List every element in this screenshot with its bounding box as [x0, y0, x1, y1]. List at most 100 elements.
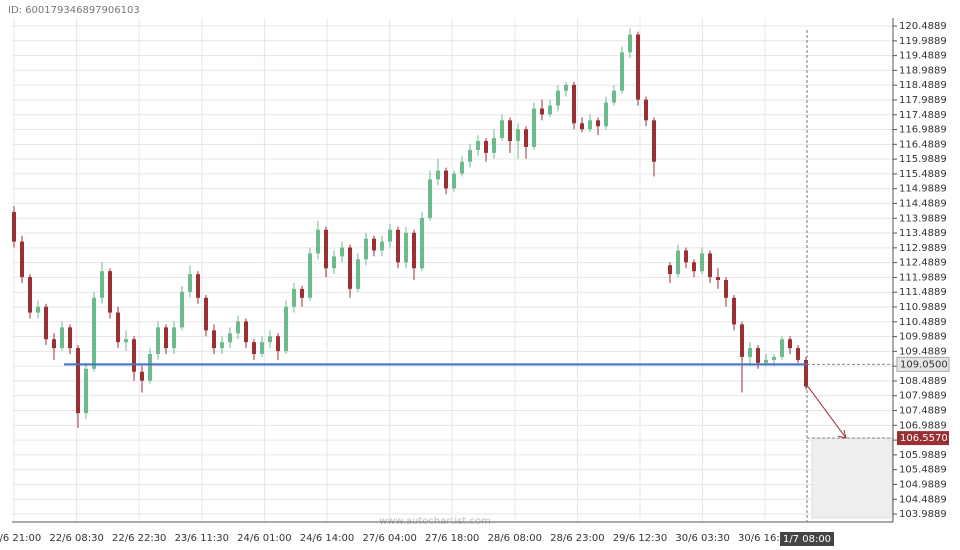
y-tick-label: 109.4889: [899, 346, 947, 357]
x-tick-label: 22/6 22:30: [112, 533, 166, 544]
forecast-area: [811, 437, 893, 519]
candle-body: [220, 342, 224, 349]
candle-body: [140, 371, 144, 381]
candle-body: [324, 229, 328, 269]
candle-body: [540, 108, 544, 115]
candle-body: [380, 241, 384, 251]
y-tick-label: 106.9889: [899, 420, 947, 431]
candle-body: [20, 241, 24, 278]
y-tick-label: 119.9889: [899, 36, 947, 47]
y-tick-label: 113.9889: [899, 213, 947, 224]
candle-body: [116, 312, 120, 343]
candle-body: [740, 324, 744, 357]
candle-body: [748, 348, 752, 357]
candle-body: [212, 330, 216, 349]
candle-body: [156, 327, 160, 354]
candle-body: [404, 232, 408, 263]
candle-body: [772, 356, 776, 360]
candle-body: [684, 250, 688, 263]
candle-body: [652, 120, 656, 162]
candle-body: [284, 306, 288, 352]
y-tick-label: 104.9889: [899, 479, 947, 490]
candle-body: [508, 120, 512, 142]
candle-body: [60, 327, 64, 349]
y-tick-label: 120.4889: [899, 21, 947, 32]
chart-id: ID: 600179346897906103: [8, 5, 140, 16]
candle-body: [196, 274, 200, 298]
candle-body: [804, 359, 808, 387]
candle-body: [372, 238, 376, 251]
x-tick-label: 30/6 03:30: [675, 533, 729, 544]
candle-body: [764, 359, 768, 363]
candle-body: [76, 348, 80, 414]
candle-body: [348, 247, 352, 289]
y-tick-label: 105.9889: [899, 450, 947, 461]
candle-body: [572, 84, 576, 124]
candle-body: [596, 120, 600, 127]
candle-body: [244, 321, 248, 343]
candle-body: [644, 99, 648, 121]
candle-body: [788, 339, 792, 349]
candle-body: [492, 138, 496, 153]
candle-body: [604, 102, 608, 127]
level-label: 109.0500: [900, 359, 948, 370]
candle-body: [188, 274, 192, 292]
y-tick-label: 105.4889: [899, 465, 947, 476]
y-tick-label: 110.9889: [899, 302, 947, 313]
y-tick-label: 104.4889: [899, 494, 947, 505]
candle-body: [332, 256, 336, 269]
x-tick-label: 24/6 01:00: [237, 533, 291, 544]
candle-body: [92, 297, 96, 369]
y-tick-label: 103.9889: [899, 509, 947, 520]
candle-body: [676, 250, 680, 275]
y-tick-label: 118.9889: [899, 65, 947, 76]
x-tick-label: 24/6 14:00: [300, 533, 354, 544]
y-tick-label: 112.9889: [899, 243, 947, 254]
y-tick-label: 111.4889: [899, 287, 947, 298]
candle-body: [12, 212, 16, 242]
candle-body: [388, 229, 392, 242]
y-tick-label: 109.9889: [899, 332, 947, 343]
y-tick-label: 108.4889: [899, 376, 947, 387]
candle-body: [172, 327, 176, 349]
candle-body: [356, 259, 360, 289]
candle-body: [340, 247, 344, 257]
candle-body: [580, 123, 584, 130]
forecast-arrow: [807, 386, 847, 439]
candle-body: [132, 339, 136, 372]
candle-body: [460, 161, 464, 174]
candle-body: [252, 342, 256, 354]
candle-body: [100, 271, 104, 298]
candle-body: [700, 253, 704, 272]
candle-body: [292, 288, 296, 307]
y-tick-label: 118.4889: [899, 80, 947, 91]
candle-body: [516, 129, 520, 142]
candle-body: [308, 253, 312, 298]
candle-body: [108, 271, 112, 313]
candle-body: [796, 348, 800, 360]
y-tick-label: 114.4889: [899, 198, 947, 209]
y-tick-label: 107.9889: [899, 391, 947, 402]
y-tick-label: 111.9889: [899, 272, 947, 283]
candle-body: [364, 238, 368, 260]
candle-body: [148, 354, 152, 381]
candle-body: [780, 339, 784, 357]
candle-body: [268, 336, 272, 343]
candle-body: [524, 129, 528, 147]
candle-body: [44, 306, 48, 340]
candle-body: [68, 327, 72, 349]
candle-body: [164, 327, 168, 349]
candle-body: [28, 277, 32, 313]
candle-body: [548, 105, 552, 115]
candle-body: [204, 297, 208, 331]
candle-body: [452, 173, 456, 189]
candle-body: [52, 339, 56, 349]
candle-body: [436, 170, 440, 180]
arrow-head: [837, 429, 847, 439]
x-tick-label: 22/6 08:30: [49, 533, 103, 544]
x-tick-label: 30/6 16:00: [738, 533, 792, 544]
candle-body: [228, 333, 232, 343]
candle-body: [556, 90, 560, 106]
candle-body: [636, 34, 640, 100]
candle-body: [124, 339, 128, 343]
